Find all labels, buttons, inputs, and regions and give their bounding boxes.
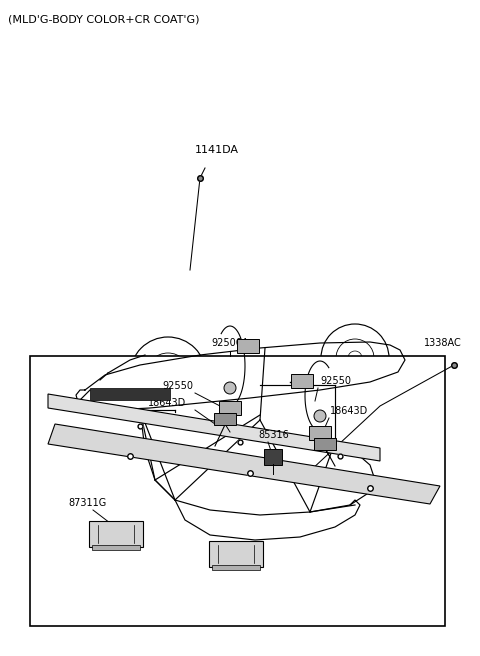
Text: 92506A: 92506A xyxy=(211,338,249,348)
FancyBboxPatch shape xyxy=(309,426,331,440)
FancyBboxPatch shape xyxy=(90,388,170,400)
Circle shape xyxy=(314,410,326,422)
Polygon shape xyxy=(48,394,380,461)
FancyBboxPatch shape xyxy=(264,449,282,465)
Polygon shape xyxy=(48,424,440,504)
FancyBboxPatch shape xyxy=(209,541,263,567)
Text: 87311G: 87311G xyxy=(68,498,106,508)
Text: 92550: 92550 xyxy=(162,381,193,391)
FancyBboxPatch shape xyxy=(212,565,260,570)
Text: 92550: 92550 xyxy=(320,376,351,386)
FancyBboxPatch shape xyxy=(89,521,143,547)
Text: 18643D: 18643D xyxy=(330,406,368,416)
FancyBboxPatch shape xyxy=(30,356,445,626)
FancyBboxPatch shape xyxy=(314,438,336,450)
Text: 85316: 85316 xyxy=(258,430,289,440)
FancyBboxPatch shape xyxy=(214,413,236,425)
Circle shape xyxy=(224,382,236,394)
Text: (MLD'G-BODY COLOR+CR COAT'G): (MLD'G-BODY COLOR+CR COAT'G) xyxy=(8,14,200,24)
FancyBboxPatch shape xyxy=(237,339,259,353)
Text: 1141DA: 1141DA xyxy=(195,145,239,155)
Text: 1338AC: 1338AC xyxy=(424,338,462,348)
FancyBboxPatch shape xyxy=(291,374,313,388)
Text: 18643D: 18643D xyxy=(148,398,186,408)
FancyBboxPatch shape xyxy=(92,545,140,550)
FancyBboxPatch shape xyxy=(219,401,241,415)
